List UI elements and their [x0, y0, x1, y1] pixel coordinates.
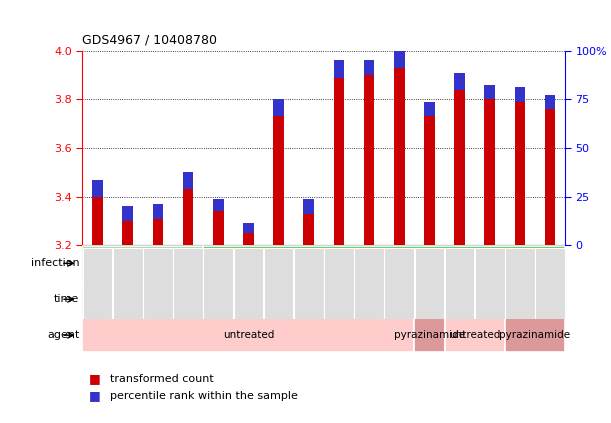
Text: untreated: untreated: [449, 330, 500, 340]
Bar: [485, 99, 495, 245]
Bar: [535, 248, 565, 319]
Bar: [545, 94, 555, 109]
Bar: [334, 60, 344, 77]
Text: control: control: [125, 294, 161, 304]
Bar: [82, 246, 203, 280]
Bar: [545, 109, 555, 245]
Text: infection: infection: [31, 258, 79, 268]
Bar: [243, 223, 254, 233]
Bar: [324, 248, 354, 319]
Text: GDS4967 / 10408780: GDS4967 / 10408780: [82, 33, 218, 47]
Bar: [514, 87, 525, 102]
Text: uninfected: uninfected: [115, 258, 170, 268]
Bar: [82, 282, 203, 316]
Bar: [304, 199, 314, 214]
Text: pyrazinamide: pyrazinamide: [394, 330, 465, 340]
Text: agent: agent: [47, 330, 79, 340]
Bar: [445, 282, 565, 316]
Bar: [92, 197, 103, 245]
Bar: [304, 214, 314, 245]
Bar: [203, 248, 233, 319]
Bar: [455, 90, 465, 245]
Bar: [153, 204, 163, 219]
Bar: [153, 219, 163, 245]
Bar: [384, 248, 414, 319]
Bar: [264, 248, 293, 319]
Bar: [183, 172, 193, 190]
Text: Mtb: Mtb: [375, 258, 394, 268]
Bar: [364, 75, 375, 245]
Bar: [203, 282, 445, 316]
Bar: [475, 248, 505, 319]
Bar: [514, 102, 525, 245]
Bar: [485, 85, 495, 99]
Bar: [505, 248, 535, 319]
Bar: [183, 190, 193, 245]
Bar: [334, 77, 344, 245]
Bar: [354, 248, 384, 319]
Text: ■: ■: [89, 389, 100, 402]
Bar: [143, 248, 173, 319]
Text: ■: ■: [89, 372, 100, 385]
Bar: [394, 51, 404, 68]
Bar: [243, 233, 254, 245]
Bar: [213, 212, 224, 245]
Bar: [364, 60, 375, 75]
Bar: [113, 248, 142, 319]
Bar: [505, 318, 565, 352]
Bar: [455, 73, 465, 90]
Bar: [294, 248, 324, 319]
Bar: [273, 116, 284, 245]
Text: time: time: [54, 294, 79, 304]
Text: transformed count: transformed count: [110, 374, 214, 384]
Bar: [414, 318, 445, 352]
Bar: [122, 206, 133, 221]
Bar: [424, 102, 434, 116]
Text: 42 days post infection: 42 days post infection: [266, 294, 382, 304]
Text: 63 days post infection: 63 days post infection: [447, 294, 563, 304]
Bar: [233, 248, 263, 319]
Text: untreated: untreated: [223, 330, 274, 340]
Bar: [174, 248, 203, 319]
Bar: [82, 318, 414, 352]
Bar: [415, 248, 444, 319]
Bar: [273, 99, 284, 116]
Bar: [82, 248, 112, 319]
Bar: [445, 248, 474, 319]
Bar: [203, 246, 565, 280]
Bar: [445, 318, 505, 352]
Text: pyrazinamide: pyrazinamide: [499, 330, 571, 340]
Bar: [394, 68, 404, 245]
Bar: [122, 221, 133, 245]
Bar: [424, 116, 434, 245]
Bar: [92, 180, 103, 197]
Text: percentile rank within the sample: percentile rank within the sample: [110, 390, 298, 401]
Bar: [213, 199, 224, 212]
